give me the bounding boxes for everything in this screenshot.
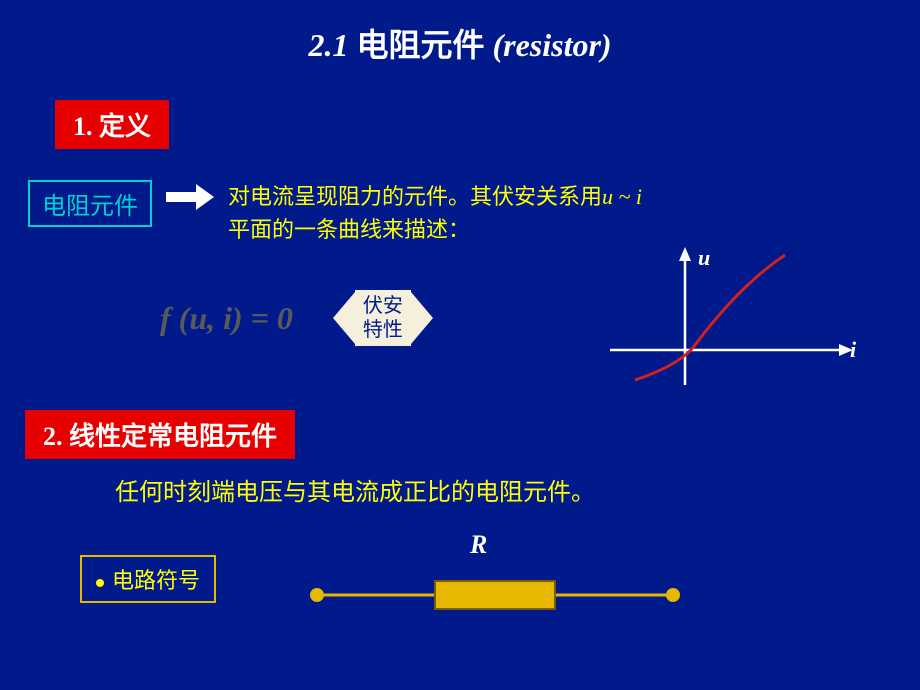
resistor-R-label: R [470,530,487,560]
resistor-symbol [305,575,685,615]
triangle-left-icon [333,292,355,344]
bidir-line2: 特性 [363,318,403,342]
equation: f (u, i) = 0 [160,300,293,337]
title-number: 2.1 [308,27,348,63]
slide-title: 2.1 电阻元件 (resistor) [0,0,920,66]
graph-x-label: i [850,337,856,363]
desc-var: u ~ i [602,184,642,209]
symbol-label-text: 电路符号 [112,568,200,593]
circuit-symbol-label: 电路符号 [80,555,216,603]
title-cn: 电阻元件 [356,27,484,63]
graph-y-label: u [698,245,710,271]
bidir-line1: 伏安 [363,294,403,318]
section1-label: 1. 定义 [55,100,169,149]
bullet-icon [96,579,104,587]
vi-characteristic-graph: u i [600,245,860,395]
title-en: (resistor) [492,27,611,63]
triangle-right-icon [411,292,433,344]
term-resistor-element: 电阻元件 [28,180,152,227]
section2-label: 2. 线性定常电阻元件 [25,410,295,459]
bidir-arrow-label: 伏安 特性 [333,290,433,346]
graph-svg [600,245,860,395]
arrow-right-icon [166,188,216,206]
desc-line2: 平面的一条曲线来描述： [228,217,470,242]
desc-line1: 对电流呈现阻力的元件。其伏安关系用 [228,184,602,209]
section1-description: 对电流呈现阻力的元件。其伏安关系用u ~ i 平面的一条曲线来描述： [228,180,642,246]
section2-description: 任何时刻端电压与其电流成正比的电阻元件。 [115,475,595,511]
